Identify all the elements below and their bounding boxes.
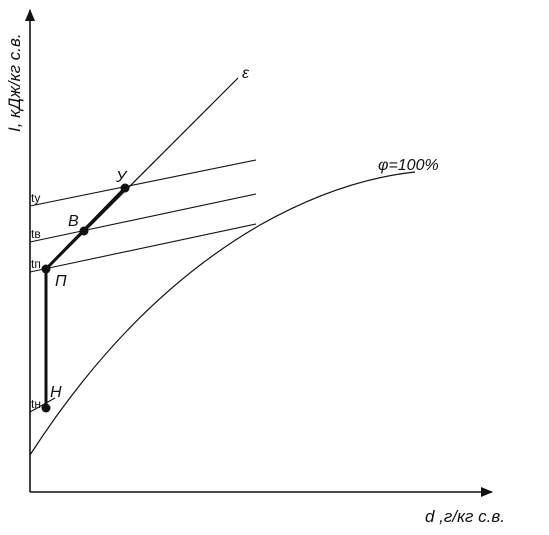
point-label-u: У xyxy=(115,169,128,186)
saturation-curve xyxy=(29,171,416,456)
isotherm-tv xyxy=(29,193,257,243)
y-axis-label: I, кДж/кг с.в. xyxy=(5,33,24,132)
isotherm-label-ty: tу xyxy=(31,191,40,205)
point-p xyxy=(41,264,51,274)
isotherm-tn xyxy=(29,397,56,413)
epsilon-label: ε xyxy=(242,65,250,82)
x-axis-label: d ,г/кг с.в. xyxy=(425,507,505,526)
point-label-n: Н xyxy=(50,384,62,401)
isotherm-label-tn: tн xyxy=(31,397,41,411)
isotherm-label-tp: tп xyxy=(31,257,41,271)
point-u xyxy=(120,183,130,193)
isotherm-ty xyxy=(29,159,257,207)
point-label-v: В xyxy=(68,213,79,230)
isotherm-tp xyxy=(29,223,257,273)
isotherm-label-tv: tв xyxy=(31,227,41,241)
point-label-p: П xyxy=(55,273,67,290)
point-v xyxy=(79,226,89,236)
saturation-label: φ=100% xyxy=(378,157,439,174)
point-n xyxy=(41,403,51,413)
